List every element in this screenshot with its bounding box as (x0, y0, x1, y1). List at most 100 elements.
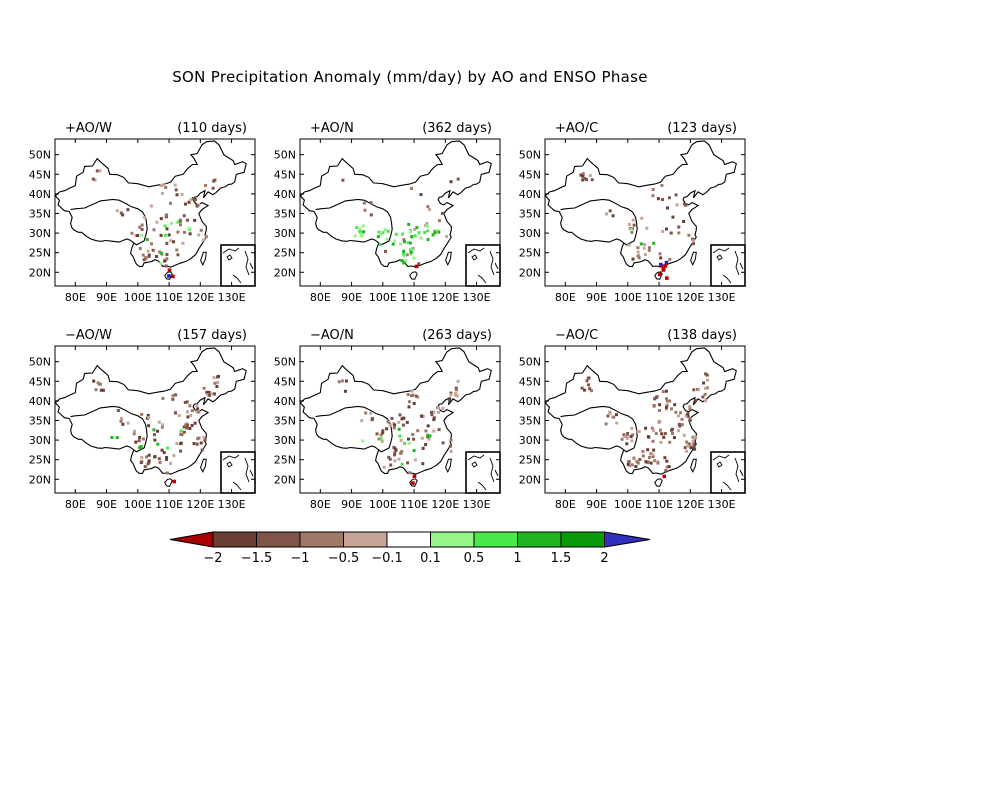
station-dot (160, 191, 164, 195)
station-dot (397, 427, 401, 431)
station-dot (171, 397, 175, 401)
station-dot (646, 448, 650, 452)
station-dot (705, 386, 709, 390)
station-dot (667, 465, 671, 469)
station-dot (631, 257, 635, 261)
lon-tick-label: 130E (463, 291, 491, 304)
lon-tick-label: 80E (555, 498, 576, 511)
lat-tick-label: 35N (29, 207, 51, 220)
station-dot (692, 443, 696, 446)
station-dot (376, 235, 380, 239)
station-dot (138, 436, 142, 439)
station-dot (399, 451, 403, 455)
station-dot (139, 445, 143, 448)
station-dot (692, 445, 696, 449)
station-dot (361, 224, 365, 228)
lon-tick-label: 100E (369, 498, 397, 511)
station-dot (197, 436, 201, 440)
station-dot (176, 230, 180, 234)
station-dot (424, 443, 428, 447)
lat-tick-label: 40N (519, 188, 541, 201)
lat-tick-label: 50N (519, 356, 541, 369)
map-panel: +AO/C (123 days) 50N 45N 40N 35N 30N 25N 20N 80E 9… (519, 121, 746, 304)
station-dot (151, 248, 155, 252)
colorbar-label: −1.5 (241, 551, 273, 566)
station-dot (455, 388, 458, 392)
lat-tick-label: 40N (274, 188, 296, 201)
station-dot (640, 216, 644, 220)
station-dot (160, 448, 164, 452)
station-dot (693, 447, 697, 451)
lat-tick-label: 30N (519, 434, 541, 447)
station-dot (688, 418, 692, 422)
station-dot (166, 446, 170, 450)
station-dot (636, 429, 640, 433)
station-dot (412, 449, 416, 453)
map-panel: +AO/W (110 days) 50N 45N 40N 35N 30N 25N 20N 80E 9… (29, 121, 256, 304)
station-dot (115, 436, 119, 440)
south-china-sea-inset (220, 244, 256, 287)
station-dot (195, 204, 199, 208)
station-dot (175, 442, 179, 445)
station-dot (121, 422, 125, 426)
station-dot (145, 455, 148, 459)
station-dot (697, 388, 701, 392)
plateau-boundary (315, 198, 393, 246)
station-dot (705, 373, 709, 377)
station-dot (670, 407, 673, 411)
station-dot (421, 446, 425, 450)
station-dot (688, 407, 692, 411)
station-dot (213, 381, 217, 385)
station-dot (651, 454, 655, 458)
panel-phase-label: +AO/C (555, 121, 598, 136)
station-dot-extreme (412, 474, 417, 478)
station-dot (652, 241, 656, 245)
lon-tick-label: 80E (310, 498, 331, 511)
station-dot (183, 230, 186, 234)
station-dot (150, 242, 153, 246)
lon-tick-label: 120E (431, 498, 459, 511)
station-dot (704, 386, 708, 390)
station-dot (212, 179, 216, 183)
station-dot (432, 418, 436, 422)
station-dot-extreme (172, 479, 176, 484)
station-dot (382, 465, 386, 469)
station-dot (649, 452, 653, 456)
station-dot (155, 220, 159, 224)
station-dot (665, 227, 668, 231)
station-dot (665, 389, 668, 393)
station-dot (688, 416, 692, 420)
south-china-sea-inset (465, 451, 501, 494)
station-dot (144, 256, 148, 260)
lon-tick-label: 100E (369, 291, 397, 304)
station-dot (437, 428, 441, 432)
station-dot (149, 204, 153, 208)
station-dot (184, 423, 188, 427)
station-dot (164, 186, 168, 189)
station-dot (157, 420, 161, 424)
station-dot (643, 253, 647, 257)
station-dot (188, 427, 192, 430)
station-dot (162, 451, 166, 455)
station-dot (407, 405, 411, 409)
station-dot (409, 252, 413, 256)
station-dot (424, 429, 428, 433)
station-dot (217, 374, 220, 378)
panel-days-label: (123 days) (667, 121, 737, 136)
station-dot (344, 379, 348, 383)
station-dot (410, 389, 414, 393)
lon-tick-label: 100E (124, 498, 152, 511)
station-dot (400, 259, 404, 263)
station-dot (436, 410, 440, 414)
station-dot (631, 218, 635, 222)
station-dot (588, 387, 592, 391)
station-dot (397, 457, 401, 461)
station-dot (626, 460, 630, 463)
station-dot (381, 431, 385, 435)
station-dot (608, 209, 612, 213)
station-dot (414, 394, 418, 398)
station-dot (632, 223, 636, 227)
station-dot (126, 208, 130, 212)
station-dot (682, 220, 685, 223)
station-dot (406, 461, 410, 465)
